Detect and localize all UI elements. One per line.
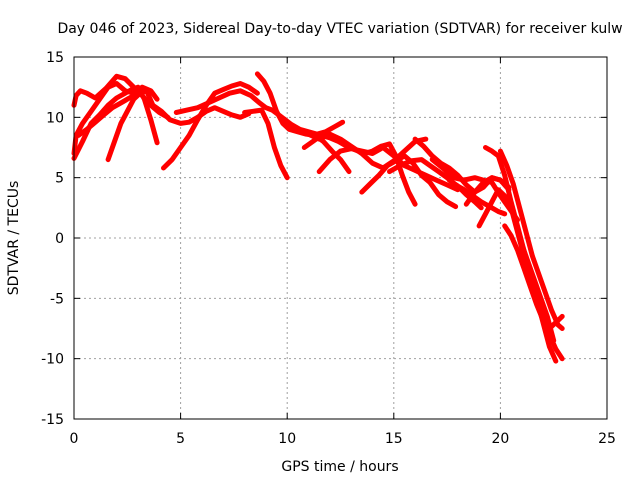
y-tick-label: -5 <box>50 291 64 307</box>
y-tick-label: 15 <box>46 50 64 66</box>
series-arc-17 <box>446 177 484 211</box>
y-tick-label: 0 <box>55 231 64 247</box>
x-tick-label: 0 <box>70 431 79 447</box>
x-tick-label: 10 <box>278 431 296 447</box>
y-tick-label: -10 <box>41 352 64 368</box>
series-arc-20 <box>483 145 559 364</box>
x-tick-label: 20 <box>491 431 509 447</box>
y-axis-label: SDTVAR / TECUs <box>6 181 22 296</box>
x-tick-label: 25 <box>598 431 616 447</box>
series-arc-2 <box>71 81 160 156</box>
series-arc-18 <box>463 175 512 207</box>
series-arc-16 <box>429 157 520 223</box>
x-axis-label: GPS time / hours <box>281 459 398 475</box>
series-arc-22 <box>502 223 565 331</box>
data-series <box>71 71 565 364</box>
chart-title: Day 046 of 2023, Sidereal Day-to-day VTE… <box>57 21 622 37</box>
y-tick-label: 5 <box>55 171 64 187</box>
series-arc-6 <box>161 81 260 171</box>
series-arc-3 <box>71 84 160 161</box>
series-arc-5 <box>105 88 252 163</box>
series-arc-9 <box>242 107 290 181</box>
y-tick-label: 10 <box>46 110 64 126</box>
y-tick-label: -15 <box>41 412 64 428</box>
series-arc-12 <box>316 145 461 193</box>
x-tick-label: 5 <box>176 431 185 447</box>
series-arc-21 <box>497 148 565 331</box>
series-arc-23 <box>519 241 557 344</box>
x-tick-label: 15 <box>385 431 403 447</box>
axis-ticks: 0 5 10 15 20 25 -15 -10 -5 0 5 10 15 <box>41 50 616 447</box>
grid-lines <box>74 57 607 419</box>
